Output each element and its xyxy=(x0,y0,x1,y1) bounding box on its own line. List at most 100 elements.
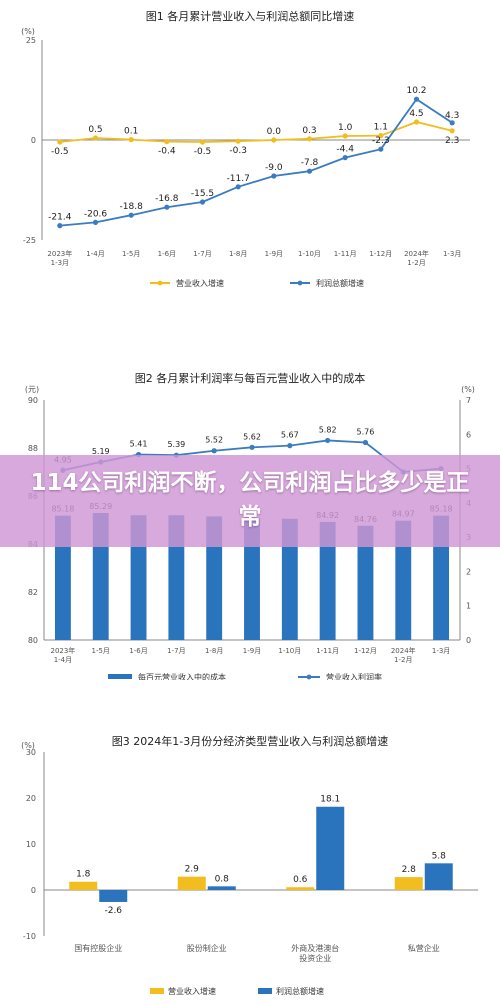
chart-1-data-label: -15.5 xyxy=(191,189,214,199)
chart-1-data-label: -16.8 xyxy=(155,194,179,204)
chart-1-x-tick: 1-4月 xyxy=(86,250,104,258)
chart-1-data-label: -9.0 xyxy=(265,163,283,173)
chart-3-bar-1 xyxy=(424,863,453,890)
chart-2-left-unit: (元) xyxy=(25,385,39,394)
chart-2-legend-bar-swatch xyxy=(108,674,132,679)
chart-1-point-0 xyxy=(306,136,313,142)
chart-3-data-label: 2.8 xyxy=(402,865,417,875)
chart-1-data-label: -7.8 xyxy=(301,158,319,168)
chart-1-x-tick: 1-2月 xyxy=(407,259,425,267)
chart-1-point-0 xyxy=(342,133,348,139)
chart-1-legend-label: 营业收入增速 xyxy=(176,278,224,288)
chart-3-bar-1 xyxy=(316,806,345,890)
chart-2-x-tick: 1-4月 xyxy=(54,656,72,664)
chart-3-svg: 图3 2024年1-3月份分经济类型营业收入与利润总额增速 (%)30 20 10 0 -… xyxy=(21,734,478,996)
chart-1-data-label: 0.3 xyxy=(302,126,316,136)
chart-2-bar xyxy=(395,520,412,640)
chart-3-y-tick: 30 xyxy=(26,748,36,757)
chart-1-data-label: -11.7 xyxy=(227,174,250,184)
chart-2-bar xyxy=(244,517,260,640)
chart-1-x-tick: 1-8月 xyxy=(229,250,247,258)
chart-3-bar-0 xyxy=(286,887,315,890)
chart-2-line-label: 5.39 xyxy=(167,440,185,449)
chart-1-point-0 xyxy=(164,139,170,145)
chart-1-point-1 xyxy=(57,223,63,229)
chart-1-y-unit: (%) xyxy=(21,27,35,36)
chart-2-bar xyxy=(281,518,298,640)
chart-2-bar xyxy=(357,525,374,640)
chart-1-point-0 xyxy=(92,135,99,141)
chart-3-y-tick: 10 xyxy=(26,840,36,849)
chart-2-right-tick: 1 xyxy=(466,602,471,611)
chart-1-legend-marker xyxy=(297,280,303,286)
chart-2-legend-bar-label: 每百元营业收入中的成本 xyxy=(138,672,226,680)
chart-3-y-tick: -10 xyxy=(23,932,36,941)
chart-ownership-growth: 图3 2024年1-3月份分经济类型营业收入与利润总额增速 (%) 30 20 10 0 -… xyxy=(0,728,500,1000)
chart-3-y-unit: (%) xyxy=(21,741,35,750)
chart-1-point-1 xyxy=(92,219,99,225)
chart-1-data-label: 2.3 xyxy=(445,136,459,146)
chart-2-x-tick: 1-3月 xyxy=(432,647,450,655)
chart-3-data-label: 5.8 xyxy=(432,851,447,861)
chart-1-legend-label: 利润总额增速 xyxy=(316,278,364,288)
chart-2-line-label: 5.19 xyxy=(92,447,110,456)
chart-2-x-tick: 1-7月 xyxy=(167,647,185,655)
chart-3-legend-swatch xyxy=(258,988,272,994)
chart-1-data-label: 1.0 xyxy=(338,123,353,133)
chart-1-data-label: 1.1 xyxy=(374,123,388,133)
chart-3-data-label: 2.9 xyxy=(185,865,200,875)
chart-3-x-tick: 股份制企业 xyxy=(187,943,227,953)
chart-1-x-tick: 1-12月 xyxy=(369,250,392,258)
chart-2-line-label: 5.52 xyxy=(205,436,223,445)
chart-3-data-label: 18.1 xyxy=(320,795,340,805)
chart-1-point-1 xyxy=(342,155,348,161)
chart-1-x-tick: 1-3月 xyxy=(51,259,69,267)
chart-1-point-0 xyxy=(128,137,134,143)
chart-2-bar xyxy=(319,521,336,640)
chart-1-x-tick: 2023年 xyxy=(47,249,72,258)
chart-3-legend-swatch xyxy=(150,988,164,994)
chart-3-bar-0 xyxy=(69,881,98,890)
chart-1-x-tick: 1-10月 xyxy=(298,250,321,258)
chart-1-title: 图1 各月累计营业收入与利润总额同比增速 xyxy=(146,9,355,23)
chart-2-x-tick: 2023年 xyxy=(50,646,75,655)
chart-2-x-tick: 1-12月 xyxy=(354,647,377,655)
chart-2-x-tick: 1-10月 xyxy=(278,647,301,655)
chart-1-x-tick: 1-11月 xyxy=(334,250,357,258)
chart-1-point-1 xyxy=(235,184,241,190)
banner-title: 114公司利润不断，公司利润占比多少是正常 xyxy=(30,470,470,530)
chart-2-left-tick: 88 xyxy=(28,444,38,453)
chart-1-data-label: -0.5 xyxy=(51,147,69,157)
chart-1-point-0 xyxy=(235,138,241,144)
chart-2-x-tick: 1-9月 xyxy=(243,647,261,655)
chart-2-left-tick: 82 xyxy=(28,588,38,597)
chart-2-line-point xyxy=(362,439,369,446)
chart-1-data-label: -0.5 xyxy=(194,147,212,157)
chart-1-data-label: 0.5 xyxy=(88,125,102,135)
chart-1-point-0 xyxy=(378,133,384,139)
chart-3-bar-1 xyxy=(207,886,236,890)
chart-1-data-label: -4.4 xyxy=(336,145,354,155)
chart-2-line-label: 5.76 xyxy=(357,428,375,437)
chart-1-point-0 xyxy=(449,128,455,134)
title-banner xyxy=(0,455,500,547)
chart-2-x-tick: 1-11月 xyxy=(316,647,339,655)
chart-3-data-label: 0.6 xyxy=(293,875,308,885)
chart-2-right-tick: 7 xyxy=(466,396,471,405)
chart-3-title: 图3 2024年1-3月份分经济类型营业收入与利润总额增速 xyxy=(112,734,388,748)
chart-2-x-tick: 2024年 xyxy=(391,646,416,655)
chart-1-point-1 xyxy=(128,212,134,218)
chart-revenue-profit-growth: 图1 各月累计营业收入与利润总额同比增速 (%) 25 0 -25 2023年 1-3月 1-… xyxy=(0,0,500,300)
chart-2-line-point xyxy=(249,444,255,450)
chart-3-bar-0 xyxy=(177,876,206,890)
chart-3-x-tick: 私营企业 xyxy=(408,943,440,953)
chart-1-data-label: 10.2 xyxy=(406,86,426,96)
chart-1-data-label: -0.4 xyxy=(158,147,176,157)
chart-1-x-tick: 2024年 xyxy=(404,249,429,258)
chart-1-data-label: -18.8 xyxy=(120,202,144,212)
chart-1-data-label: 4.3 xyxy=(445,111,459,121)
chart-1-x-tick: 1-6月 xyxy=(158,250,176,258)
chart-1-data-label: -20.6 xyxy=(84,209,108,219)
chart-2-x-tick: 1-2月 xyxy=(394,656,412,664)
chart-2-line-label: 5.82 xyxy=(319,425,337,434)
